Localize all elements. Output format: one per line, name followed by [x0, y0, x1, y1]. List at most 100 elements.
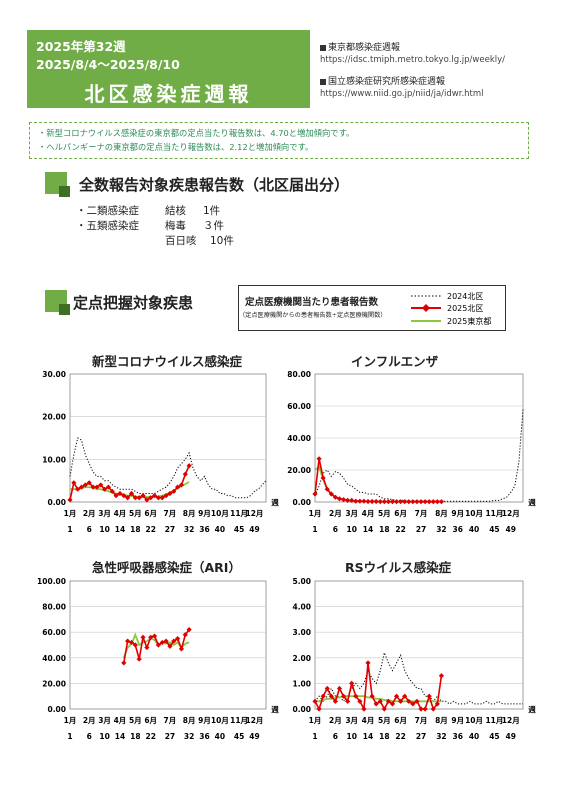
legend-subtitle: （定点医療機関からの患者報告数÷定点医療機関数） — [239, 312, 387, 319]
x-week-label: 45 — [234, 525, 244, 534]
data-point-marker — [328, 693, 334, 699]
data-point-marker — [117, 490, 123, 497]
x-week-label: 22 — [145, 732, 155, 741]
x-month-label: 8月 — [435, 509, 448, 518]
data-point-marker — [140, 634, 146, 640]
x-month-label: 11月 — [230, 716, 248, 725]
x-month-label: 5月 — [129, 716, 142, 725]
legend-label: 2025東京都 — [447, 316, 491, 326]
y-tick-label: 1.00 — [292, 679, 311, 688]
disease-count: 1件 — [203, 205, 221, 217]
disease-count: 10件 — [210, 235, 234, 247]
data-point-marker — [132, 642, 138, 648]
data-point-marker — [336, 496, 343, 502]
x-month-label: 9月 — [451, 509, 464, 518]
x-week-label: 22 — [395, 732, 405, 741]
data-point-marker — [186, 463, 192, 469]
x-unit-label: 週 — [271, 705, 279, 714]
y-tick-label: 20.00 — [42, 413, 66, 422]
x-month-label: 10月 — [465, 716, 483, 725]
x-week-label: 40 — [469, 732, 479, 741]
x-month-label: 9月 — [451, 716, 464, 725]
x-week-label: 49 — [249, 732, 259, 741]
chart-legend: 定点医療機関当たり患者報告数 （定点医療機関からの患者報告数÷定点医療機関数） … — [238, 285, 506, 331]
x-week-label: 10 — [346, 525, 356, 534]
data-point-marker — [320, 475, 326, 481]
report-date-range: 2025/8/4～2025/8/10 — [36, 57, 180, 72]
x-week-label: 49 — [506, 732, 516, 741]
x-week-label: 27 — [165, 525, 175, 534]
disease-category: ・二類感染症 — [76, 205, 139, 217]
link-tokyo-url[interactable]: https://idsc.tmiph.metro.tokyo.lg.jp/wee… — [320, 55, 505, 65]
legend-keys: 2024北区 2025北区 2025東京都 — [411, 292, 491, 326]
section-title-full-report: 全数報告対象疾患報告数（北区届出分） — [79, 176, 350, 194]
x-month-label: 4月 — [362, 716, 375, 725]
data-point-marker — [159, 495, 165, 501]
notice-box: ・新型コロナウイルス感染症の東京都の定点当たり報告数は、4.70と増加傾向です。… — [29, 122, 529, 159]
data-point-marker — [316, 456, 322, 462]
x-week-label: 36 — [453, 525, 463, 534]
legend-label: 2024北区 — [447, 292, 483, 301]
data-point-marker — [182, 471, 188, 477]
section-marker-icon — [59, 186, 70, 197]
x-month-label: 7月 — [164, 509, 177, 518]
x-week-label: 1 — [67, 732, 72, 741]
x-month-label: 11月 — [230, 509, 248, 518]
section-title-sentinel: 定点把握対象疾患 — [73, 294, 194, 312]
x-week-label: 10 — [99, 732, 109, 741]
x-month-label: 8月 — [183, 509, 196, 518]
chart-title: RSウイルス感染症 — [345, 560, 452, 575]
y-tick-label: 0.00 — [47, 498, 66, 507]
x-week-label: 14 — [363, 732, 373, 741]
data-point-marker — [167, 643, 173, 649]
x-week-label: 36 — [199, 732, 209, 741]
link-niid-label[interactable]: 国立感染症研究所感染症週報 — [320, 74, 445, 87]
x-month-label: 9月 — [198, 509, 211, 518]
x-month-label: 10月 — [211, 509, 229, 518]
x-month-label: 6月 — [394, 509, 407, 518]
y-tick-label: 4.00 — [292, 603, 311, 612]
x-week-label: 36 — [453, 732, 463, 741]
series-line-2024 — [69, 437, 267, 499]
data-point-marker — [78, 484, 85, 490]
report-header: 2025年第32週 2025/8/4～2025/8/10 北区感染症週報 — [27, 30, 310, 108]
data-point-marker — [148, 495, 154, 501]
x-week-label: 14 — [115, 525, 125, 534]
section-marker-icon — [59, 304, 70, 315]
x-week-label: 14 — [363, 525, 373, 534]
data-point-marker — [128, 639, 135, 646]
x-week-label: 45 — [489, 732, 499, 741]
x-week-label: 32 — [184, 525, 194, 534]
x-week-label: 6 — [333, 525, 338, 534]
link-niid-url[interactable]: https://www.niid.go.jp/niid/ja/idwr.html — [320, 89, 484, 99]
data-point-marker — [357, 698, 363, 704]
y-tick-label: 80.00 — [287, 370, 311, 379]
legend-marker-icon — [422, 304, 430, 312]
x-week-label: 27 — [416, 525, 426, 534]
y-tick-label: 0.00 — [47, 705, 66, 714]
plot-area — [314, 580, 524, 710]
data-point-marker — [328, 491, 334, 497]
x-week-label: 6 — [87, 732, 92, 741]
x-month-label: 5月 — [378, 716, 391, 725]
y-tick-label: 0.00 — [292, 705, 311, 714]
data-point-marker — [418, 706, 424, 712]
data-point-marker — [159, 639, 165, 646]
disease-category: ・五類感染症 — [76, 220, 139, 232]
x-month-label: 12月 — [502, 509, 520, 518]
y-tick-label: 40.00 — [287, 434, 311, 443]
x-month-label: 12月 — [502, 716, 520, 725]
link-tokyo-label[interactable]: 東京都感染症週報 — [320, 40, 400, 53]
legend-label: 2025北区 — [447, 304, 483, 313]
data-point-marker — [101, 486, 108, 492]
y-tick-label: 60.00 — [42, 628, 66, 637]
x-week-label: 6 — [87, 525, 92, 534]
x-week-label: 6 — [333, 732, 338, 741]
notice-line: ・ヘルパンギーナの東京都の定点当たり報告数は、2.12と増加傾向です。 — [38, 142, 314, 152]
x-month-label: 11月 — [485, 716, 503, 725]
data-point-marker — [312, 491, 318, 497]
x-week-label: 32 — [436, 525, 446, 534]
y-tick-label: 40.00 — [42, 654, 66, 663]
x-week-label: 18 — [379, 525, 389, 534]
y-tick-label: 10.00 — [42, 455, 66, 464]
